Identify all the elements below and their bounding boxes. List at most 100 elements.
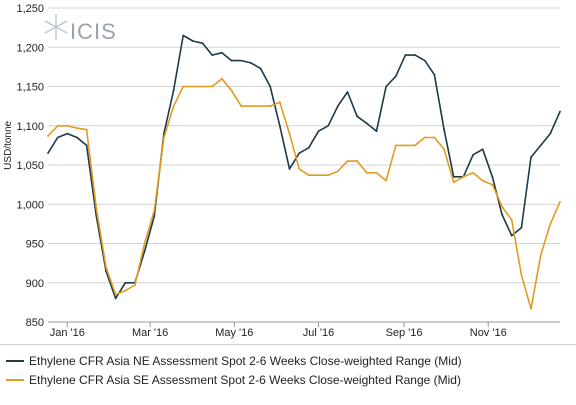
data-point-ne xyxy=(549,132,552,135)
data-point-se xyxy=(423,136,426,139)
data-point-se xyxy=(269,105,272,108)
data-point-ne xyxy=(259,67,262,70)
x-tick-label: Mar '16 xyxy=(132,327,168,339)
data-point-se xyxy=(549,222,552,225)
gridlines xyxy=(48,7,560,323)
data-point-ne xyxy=(530,156,532,159)
data-point-ne xyxy=(47,152,49,155)
data-point-se xyxy=(153,209,156,212)
data-point-ne xyxy=(404,54,407,56)
data-point-ne xyxy=(278,124,281,127)
y-tick-label: 950 xyxy=(26,239,44,251)
data-point-se xyxy=(510,219,513,221)
data-point-se xyxy=(491,183,494,186)
data-point-ne xyxy=(452,175,455,178)
data-point-se xyxy=(317,174,320,177)
data-point-ne xyxy=(365,122,368,125)
data-point-se xyxy=(298,168,301,170)
data-point-ne xyxy=(520,226,523,229)
data-point-ne xyxy=(240,59,243,62)
data-point-ne xyxy=(481,148,484,151)
data-point-ne xyxy=(249,62,252,64)
data-point-se xyxy=(143,242,146,245)
x-tick-label: Jul '16 xyxy=(303,327,334,339)
data-point-ne xyxy=(124,281,127,284)
legend-swatch-ne xyxy=(6,359,24,362)
data-point-se xyxy=(56,124,59,127)
data-point-se xyxy=(240,105,243,108)
data-point-ne xyxy=(491,175,494,178)
data-point-se xyxy=(307,174,310,177)
line-chart: 850 900 950 1,000 1,050 1,100 1,150 1,200 1,250 J… xyxy=(3,3,561,339)
x-tick-label: May '16 xyxy=(215,327,253,339)
series-line-ne xyxy=(47,34,561,300)
data-point-ne xyxy=(85,144,88,147)
data-point-se xyxy=(404,144,407,147)
data-point-se xyxy=(76,127,78,130)
icis-logo: ICIS xyxy=(44,14,116,44)
legend-item-ne[interactable]: Ethylene CFR Asia NE Assessment Spot 2-6… xyxy=(0,351,576,370)
data-point-se xyxy=(105,266,107,268)
legend-item-se[interactable]: Ethylene CFR Asia SE Assessment Spot 2-6… xyxy=(0,370,576,389)
data-point-se xyxy=(520,274,523,276)
data-point-ne xyxy=(394,75,397,78)
y-tick-label: 1,050 xyxy=(16,160,44,172)
y-tick-label: 1,150 xyxy=(16,82,44,94)
data-point-se xyxy=(192,85,194,88)
data-point-se xyxy=(172,105,175,108)
data-point-se xyxy=(462,175,465,178)
data-point-ne xyxy=(220,51,223,54)
data-point-se xyxy=(211,85,214,88)
data-point-se xyxy=(375,171,378,174)
data-point-se xyxy=(85,128,88,131)
data-point-ne xyxy=(153,215,156,217)
data-point-ne xyxy=(143,250,146,253)
legend-label-se: Ethylene CFR Asia SE Assessment Spot 2-6… xyxy=(29,372,461,387)
data-point-ne xyxy=(472,153,474,156)
data-point-se xyxy=(356,160,359,162)
data-point-ne xyxy=(56,136,59,139)
icis-sparkle-logo-icon xyxy=(44,14,68,40)
y-tick-label: 1,100 xyxy=(16,121,44,133)
data-point-se xyxy=(501,205,503,208)
data-point-se xyxy=(278,101,281,104)
data-point-ne xyxy=(269,85,272,88)
data-point-se xyxy=(230,89,233,92)
data-point-ne xyxy=(288,168,291,170)
data-point-se xyxy=(433,136,436,139)
y-axis-label: USD/tonne xyxy=(3,120,14,169)
data-point-ne xyxy=(501,213,503,216)
data-point-ne xyxy=(346,91,349,93)
y-tick-label: 1,200 xyxy=(16,42,44,54)
data-point-se xyxy=(288,132,291,135)
data-point-ne xyxy=(443,128,445,131)
legend: Ethylene CFR Asia NE Assessment Spot 2-6… xyxy=(0,344,576,389)
data-point-se xyxy=(259,105,262,108)
y-tick-label: 850 xyxy=(26,317,44,329)
data-point-ne xyxy=(307,146,310,149)
x-tick-label: Sep '16 xyxy=(386,327,423,339)
data-point-se xyxy=(47,135,49,137)
data-point-se xyxy=(530,307,532,310)
data-point-se xyxy=(134,284,136,287)
y-tick-label: 1,250 xyxy=(16,3,44,15)
data-point-se xyxy=(481,179,484,182)
data-point-ne xyxy=(414,54,416,56)
data-point-ne xyxy=(510,234,513,237)
data-point-ne xyxy=(317,130,320,133)
data-point-se xyxy=(182,85,185,88)
data-point-ne xyxy=(433,73,436,76)
x-tick-label: Jan '16 xyxy=(50,327,85,339)
data-point-se xyxy=(346,160,349,162)
data-point-se xyxy=(394,144,397,147)
data-point-ne xyxy=(298,152,301,155)
data-point-se xyxy=(559,200,561,203)
data-point-ne xyxy=(182,34,185,37)
data-point-se xyxy=(249,105,252,108)
data-point-ne xyxy=(327,124,330,127)
y-tick-label: 1,000 xyxy=(16,199,44,211)
data-point-ne xyxy=(230,59,233,62)
data-point-se xyxy=(327,174,330,177)
data-point-se xyxy=(163,136,165,139)
